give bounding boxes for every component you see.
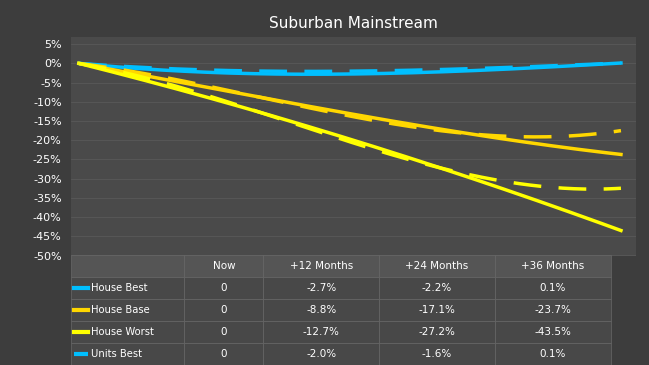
Bar bbox=[71, 343, 184, 365]
Bar bbox=[379, 299, 495, 321]
Title: Suburban Mainstream: Suburban Mainstream bbox=[269, 16, 438, 31]
Text: 0.1%: 0.1% bbox=[539, 283, 566, 293]
Text: -1.6%: -1.6% bbox=[422, 349, 452, 359]
Bar bbox=[379, 255, 495, 277]
Bar bbox=[495, 277, 611, 299]
Bar bbox=[263, 343, 379, 365]
Bar bbox=[263, 255, 379, 277]
Bar bbox=[263, 277, 379, 299]
Text: Now: Now bbox=[212, 261, 235, 272]
Text: +36 Months: +36 Months bbox=[521, 261, 584, 272]
Bar bbox=[71, 277, 184, 299]
Bar bbox=[495, 255, 611, 277]
Bar bbox=[263, 299, 379, 321]
Bar bbox=[184, 343, 263, 365]
Bar bbox=[379, 321, 495, 343]
Bar bbox=[379, 343, 495, 365]
Text: +12 Months: +12 Months bbox=[289, 261, 353, 272]
Text: -23.7%: -23.7% bbox=[534, 305, 571, 315]
Text: Units Best: Units Best bbox=[91, 349, 142, 359]
Text: 0: 0 bbox=[221, 305, 227, 315]
Text: +24 Months: +24 Months bbox=[406, 261, 469, 272]
Bar bbox=[184, 321, 263, 343]
Text: -12.7%: -12.7% bbox=[303, 327, 339, 337]
Text: -2.0%: -2.0% bbox=[306, 349, 336, 359]
Text: House Best: House Best bbox=[91, 283, 148, 293]
Text: 0: 0 bbox=[221, 283, 227, 293]
Text: -43.5%: -43.5% bbox=[534, 327, 571, 337]
Bar bbox=[184, 277, 263, 299]
Bar bbox=[71, 299, 184, 321]
Bar bbox=[184, 299, 263, 321]
Bar bbox=[379, 277, 495, 299]
Bar bbox=[495, 321, 611, 343]
Text: 0.1%: 0.1% bbox=[539, 349, 566, 359]
Bar bbox=[263, 321, 379, 343]
Bar bbox=[495, 299, 611, 321]
Text: -27.2%: -27.2% bbox=[419, 327, 456, 337]
Text: House Base: House Base bbox=[91, 305, 150, 315]
Text: 0: 0 bbox=[221, 327, 227, 337]
Text: -2.2%: -2.2% bbox=[422, 283, 452, 293]
Text: -17.1%: -17.1% bbox=[419, 305, 456, 315]
Bar bbox=[495, 343, 611, 365]
Text: -2.7%: -2.7% bbox=[306, 283, 336, 293]
Text: House Worst: House Worst bbox=[91, 327, 154, 337]
Text: -8.8%: -8.8% bbox=[306, 305, 336, 315]
Bar bbox=[184, 255, 263, 277]
Bar bbox=[71, 255, 184, 277]
Bar bbox=[71, 321, 184, 343]
Text: 0: 0 bbox=[221, 349, 227, 359]
